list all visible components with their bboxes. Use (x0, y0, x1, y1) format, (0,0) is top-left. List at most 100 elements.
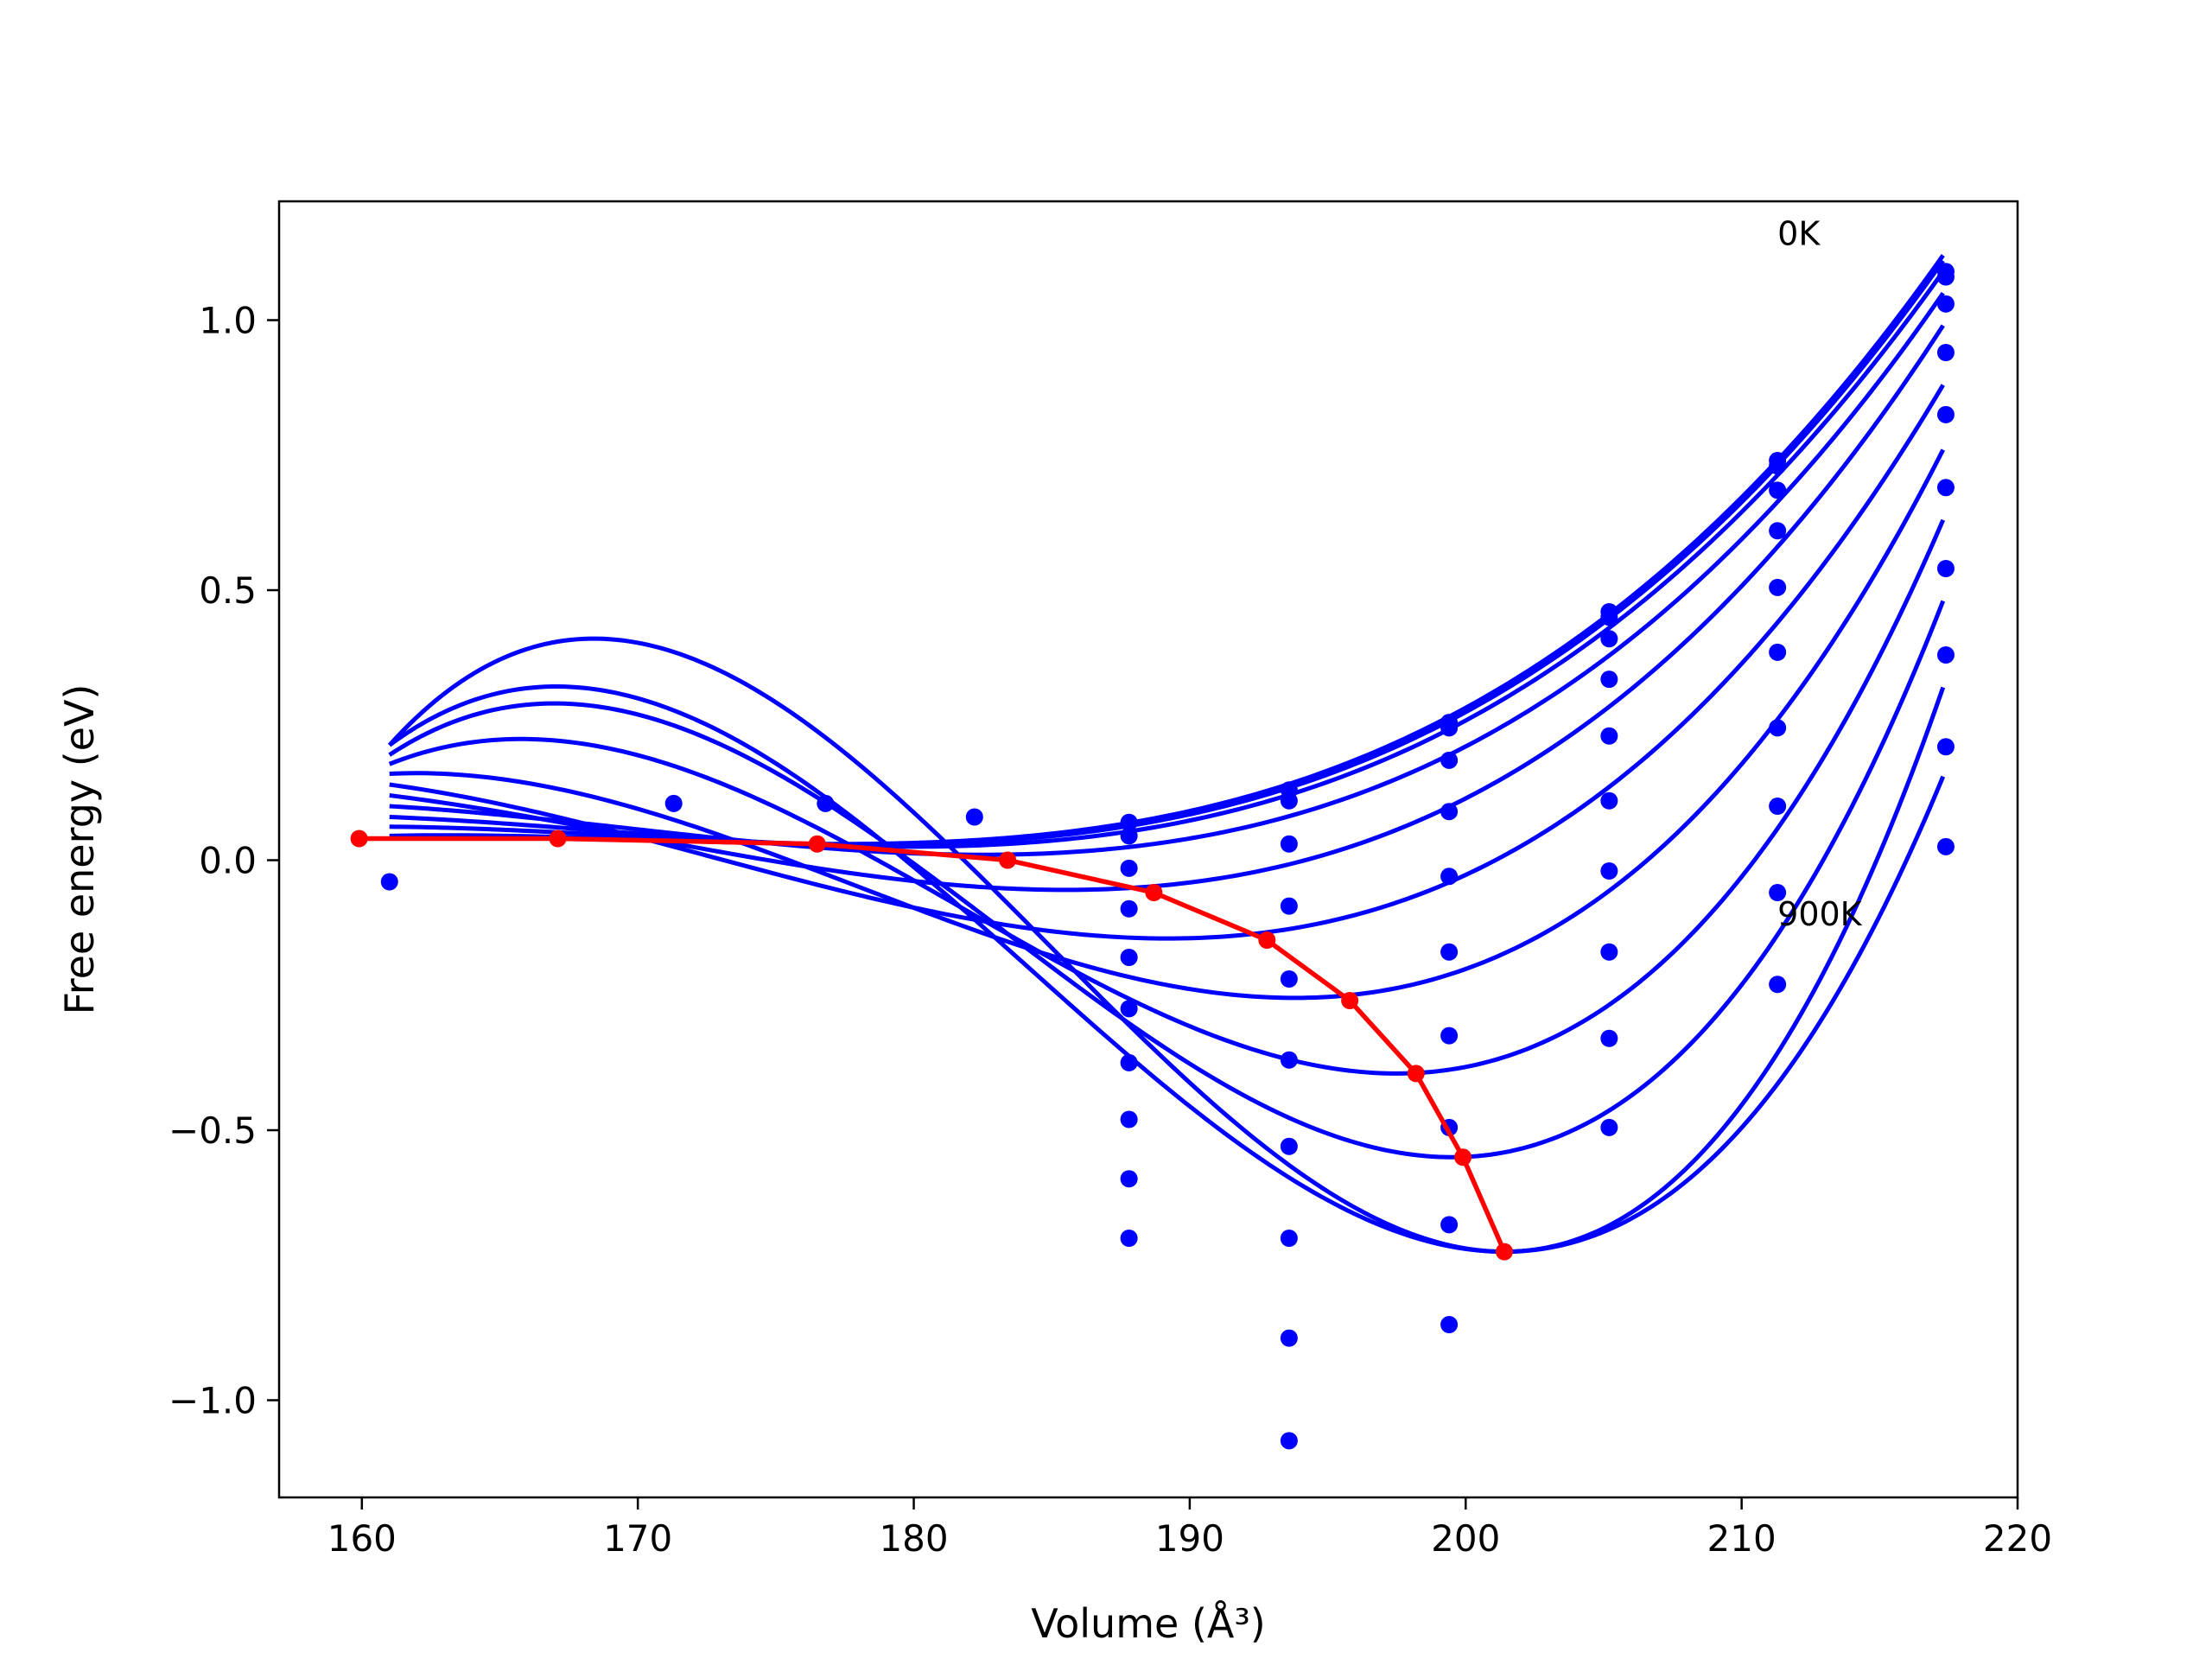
data-point-5 (1120, 827, 1138, 845)
fit-curves-layer (387, 254, 1946, 1255)
data-point-3 (965, 808, 983, 826)
minimum-point-5 (1258, 931, 1276, 949)
x-tick-label: 190 (1155, 1517, 1224, 1560)
minimum-path-layer (350, 830, 1513, 1261)
y-tick-label: 0.5 (199, 569, 257, 612)
data-point-38 (1600, 727, 1618, 745)
data-point-52 (1769, 884, 1787, 901)
data-point-45 (1769, 457, 1787, 475)
data-point-23 (1280, 1432, 1298, 1450)
minimum-point-0 (350, 830, 368, 848)
data-point-29 (1440, 943, 1459, 961)
data-point-25 (1440, 719, 1459, 737)
data-point-13 (1120, 1230, 1138, 1247)
data-point-62 (1936, 738, 1955, 756)
x-tick-label: 210 (1707, 1517, 1777, 1560)
data-point-32 (1440, 1216, 1459, 1234)
data-point-53 (1769, 976, 1787, 994)
data-point-8 (1120, 949, 1138, 966)
annotations-layer: 0K 900K (1777, 215, 1863, 934)
fit-curve-10 (388, 684, 1946, 1255)
data-point-0 (380, 873, 398, 891)
fit-curve-6 (389, 448, 1945, 1001)
data-point-43 (1600, 1118, 1618, 1136)
y-tick-label: −0.5 (168, 1109, 257, 1152)
minimum-point-8 (1454, 1148, 1472, 1166)
data-point-7 (1120, 899, 1138, 918)
data-point-1 (664, 794, 683, 812)
x-tick-label: 220 (1983, 1517, 2052, 1560)
data-point-2 (817, 794, 835, 812)
data-point-63 (1936, 837, 1955, 855)
minimum-point-1 (549, 830, 567, 848)
data-point-10 (1120, 1053, 1138, 1071)
data-point-22 (1280, 1329, 1298, 1347)
fit-curve-9 (387, 636, 1946, 1255)
data-point-57 (1936, 344, 1955, 361)
data-point-6 (1120, 859, 1138, 877)
data-point-47 (1769, 522, 1787, 540)
minimum-point-3 (999, 851, 1017, 869)
data-point-59 (1936, 479, 1955, 497)
y-tick-label: −1.0 (168, 1380, 257, 1422)
minimum-path-line (359, 836, 1507, 1253)
data-point-36 (1600, 630, 1618, 648)
data-point-17 (1280, 897, 1298, 915)
data-point-61 (1936, 646, 1955, 664)
x-tick-label: 200 (1431, 1517, 1500, 1560)
y-axis-label: Free energy (eV) (56, 684, 103, 1015)
data-point-42 (1600, 1029, 1618, 1047)
minimum-point-9 (1495, 1243, 1513, 1261)
minimum-point-6 (1341, 992, 1359, 1009)
y-tick-label: 1.0 (199, 300, 257, 342)
data-point-55 (1936, 268, 1955, 286)
data-point-21 (1280, 1230, 1298, 1247)
annotation-label: 900K (1777, 895, 1863, 933)
data-point-39 (1600, 791, 1618, 810)
data-point-41 (1600, 943, 1618, 961)
data-point-16 (1280, 835, 1298, 853)
data-point-51 (1769, 798, 1787, 815)
data-point-26 (1440, 751, 1459, 769)
data-point-12 (1120, 1170, 1138, 1188)
x-tick-label: 170 (603, 1517, 672, 1560)
data-point-15 (1280, 791, 1298, 810)
fit-curve-0 (389, 254, 1945, 847)
plot-frame (277, 200, 2019, 1499)
data-point-46 (1769, 481, 1787, 499)
data-point-60 (1936, 560, 1955, 577)
data-points-layer (380, 263, 1955, 1450)
fit-curve-3 (389, 291, 1945, 857)
data-point-28 (1440, 868, 1459, 886)
data-point-48 (1769, 578, 1787, 596)
fit-curve-2 (389, 270, 1945, 849)
minimum-point-7 (1407, 1065, 1425, 1083)
data-point-37 (1600, 671, 1618, 689)
data-point-9 (1120, 1000, 1138, 1018)
fit-curve-7 (388, 518, 1946, 1076)
fit-curve-8 (388, 600, 1946, 1160)
annotation-label: 0K (1777, 215, 1821, 253)
y-tick-label: 0.0 (199, 840, 257, 882)
minimum-point-2 (808, 835, 826, 853)
data-point-50 (1769, 719, 1787, 737)
minimum-point-4 (1145, 884, 1163, 901)
data-point-19 (1280, 1051, 1298, 1069)
data-point-30 (1440, 1027, 1459, 1045)
data-point-35 (1600, 608, 1618, 626)
data-point-11 (1120, 1110, 1138, 1128)
data-point-56 (1936, 295, 1955, 313)
data-point-4 (1120, 813, 1138, 831)
fit-curve-1 (389, 259, 1945, 847)
data-point-40 (1600, 862, 1618, 880)
data-point-49 (1769, 643, 1787, 661)
x-tick-label: 160 (327, 1517, 397, 1560)
x-axis-label: Volume (Å³) (1031, 1600, 1266, 1647)
x-axis: 160 170 180 190 200 210 220 (327, 1497, 2052, 1560)
fit-curve-5 (389, 384, 1945, 941)
data-point-27 (1440, 803, 1459, 821)
data-point-33 (1440, 1316, 1459, 1333)
y-axis: 1.0 0.5 0.0 −0.5 −1.0 (168, 300, 279, 1422)
data-point-18 (1280, 970, 1298, 988)
